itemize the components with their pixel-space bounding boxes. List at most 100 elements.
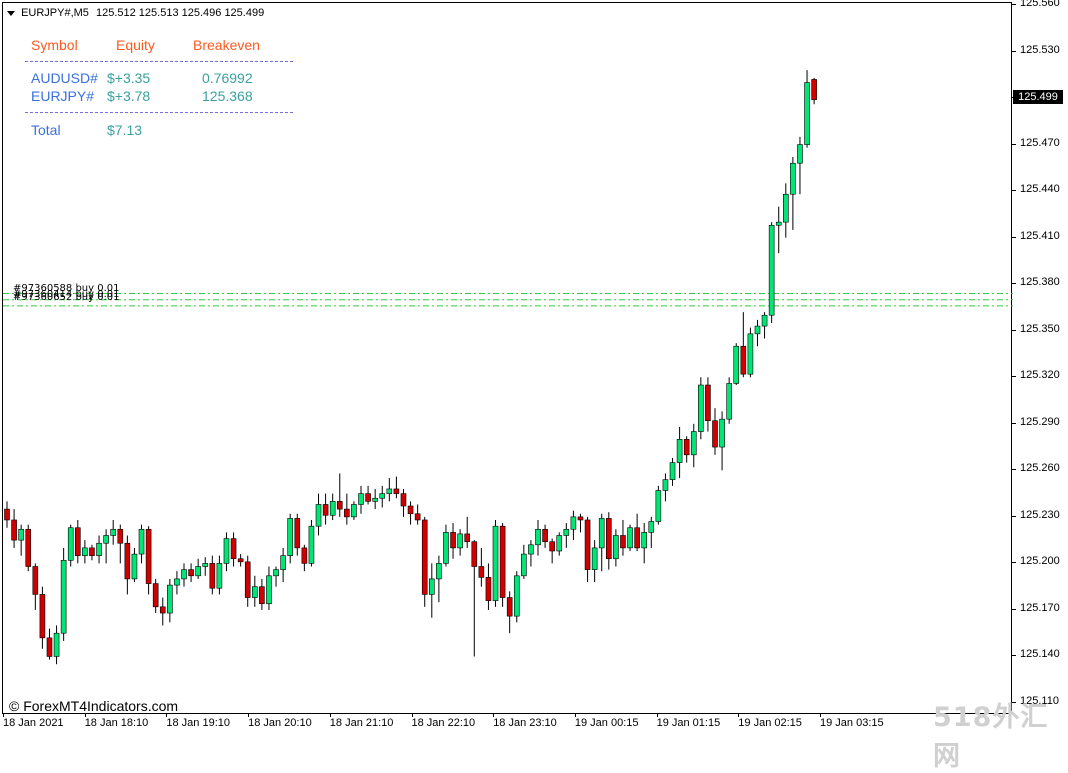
candle [280,547,286,583]
candle [719,411,725,471]
bull-candle-body [591,547,598,570]
candle [535,519,541,556]
candle [705,377,711,432]
price-tick-label: 125.290 [1020,415,1060,428]
candle [244,555,251,607]
bull-candle-body [436,563,442,580]
candle [386,478,393,502]
candle [216,555,223,595]
bear-candle-body [620,535,626,549]
candle [712,408,718,455]
bear-candle-body [471,541,478,567]
panel-divider [25,61,293,62]
bull-candle-body [790,162,796,195]
candle [414,504,421,525]
bull-candle-body [754,325,761,335]
candle [117,524,124,564]
price-tick-label: 125.380 [1020,276,1060,289]
candle [301,544,308,572]
candle [195,558,201,579]
bull-candle-body [797,144,803,164]
bull-candle-body [315,504,322,527]
candle [775,206,782,254]
bear-candle-body [344,508,350,518]
bear-candle-body [683,439,690,456]
candlestick-chart [3,70,1013,665]
candle [53,625,60,665]
candle [669,457,676,486]
candle [655,485,662,525]
candle [804,70,810,148]
price-tick-mark [1012,562,1016,564]
bear-candle-body [634,527,640,549]
candle [620,519,626,556]
candle [754,319,761,347]
bear-candle-body [145,528,152,584]
bull-candle-body [329,501,336,516]
bull-candle-body [358,493,364,505]
bear-candle-body [188,569,194,577]
bear-candle-body [506,597,513,617]
candle [252,575,258,607]
bull-candle-body [138,528,145,555]
bull-candle-body [96,542,102,556]
bull-candle-body [195,566,201,577]
bull-candle-body [521,553,527,577]
bear-candle-body [259,586,265,605]
bear-candle-body [152,583,159,608]
price-tick-mark [1012,143,1016,145]
row-symbol: EURJPY# [31,88,95,104]
candle [18,524,24,556]
candle [287,513,294,564]
bull-candle-body [598,518,605,549]
candle [315,493,322,536]
price-tick-mark [1012,50,1016,52]
candle [421,516,428,607]
candle [237,554,244,567]
header-equity: Equity [116,37,155,53]
candle [811,77,817,105]
price-tick-mark [1012,515,1016,517]
dropdown-triangle-icon[interactable] [7,10,15,16]
candle [457,529,463,556]
bull-candle-body [457,533,463,549]
bull-candle-body [223,538,230,564]
price-tick-mark [1012,283,1016,285]
candle [598,513,605,572]
bull-candle-body [67,527,74,561]
bull-candle-body [733,345,740,384]
candle [577,513,584,533]
bull-candle-body [761,314,768,327]
bull-candle-body [443,532,449,564]
total-label: Total [31,122,61,138]
candle [648,516,655,548]
price-tick-label: 125.470 [1020,136,1060,149]
candle [344,493,350,525]
bear-candle-body [464,533,471,542]
price-tick-label: 125.560 [1020,0,1060,9]
time-tick-label: 18 Jan 21:10 [329,717,394,729]
candle [188,563,194,583]
chart-area[interactable]: EURJPY#,M5 125.512 125.513 125.496 125.4… [2,2,1013,714]
watermark-logo: 518外汇网 [933,702,1049,772]
time-tick-label: 19 Jan 02:15 [738,717,802,729]
row-breakeven: 125.368 [202,88,253,104]
candle [138,524,145,564]
bear-candle-body [705,384,711,421]
bull-candle-body [308,525,315,564]
bull-candle-body [167,584,173,614]
candle [549,538,555,564]
bear-candle-body [577,516,584,521]
time-tick-label: 18 Jan 22:10 [411,717,476,729]
candle [556,532,563,556]
bull-candle-body [662,479,669,491]
price-tick-mark [1012,608,1016,610]
candle [407,501,414,525]
bull-candle-body [648,521,655,533]
bull-candle-body [613,535,619,560]
candle [75,519,81,564]
price-tick-label: 125.410 [1020,229,1060,242]
price-tick-mark [1012,190,1016,192]
candle [464,516,471,548]
candle [152,578,159,614]
